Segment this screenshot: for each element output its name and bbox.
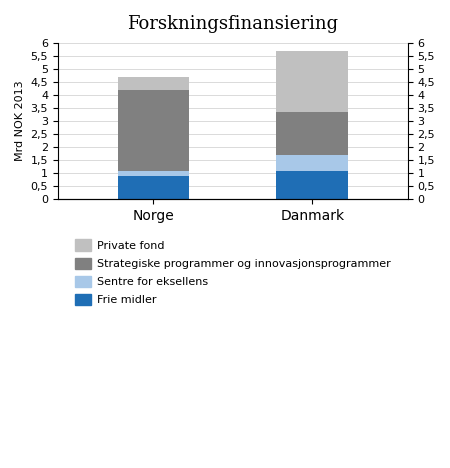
Bar [117, 176, 189, 199]
Bar [117, 90, 189, 171]
Bar [276, 171, 348, 199]
Bar [276, 155, 348, 171]
Y-axis label: Mrd NOK 2013: Mrd NOK 2013 [15, 81, 25, 161]
Legend: Private fond, Strategiske programmer og innovasjonsprogrammer, Sentre for eksell: Private fond, Strategiske programmer og … [75, 240, 391, 305]
Bar [117, 77, 189, 90]
Bar [276, 51, 348, 112]
Bar [276, 112, 348, 155]
Bar [117, 171, 189, 176]
Title: Forskningsfinansiering: Forskningsfinansiering [127, 15, 338, 33]
